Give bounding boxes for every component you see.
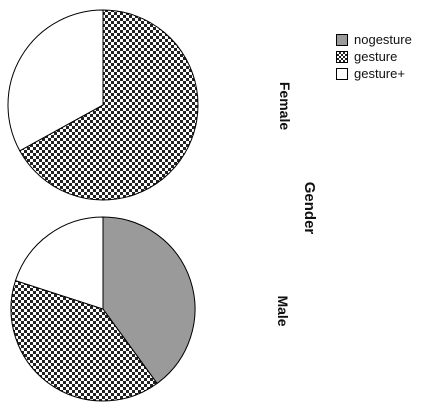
legend: nogesture gesture gesture+ (336, 31, 426, 82)
slice-male-nogesture (102, 216, 196, 385)
legend-swatch-gesture-plus (336, 67, 348, 80)
gender-axis-label: Gender (301, 181, 318, 235)
pie-female (7, 9, 199, 201)
legend-swatch-gesture (336, 50, 348, 63)
male-label: Male (275, 295, 291, 327)
pie-male (10, 216, 196, 402)
slice-male-gesture (10, 279, 158, 402)
legend-label-gesture: gesture (354, 49, 398, 64)
female-label: Female (277, 81, 293, 131)
legend-label-gesture-plus: gesture+ (354, 66, 405, 81)
slice-male-gesture-plus (14, 216, 104, 310)
legend-item-gesture: gesture (336, 48, 426, 65)
slice-female-gesture-plus (7, 9, 104, 152)
legend-item-nogesture: nogesture (336, 31, 426, 48)
legend-swatch-nogesture (336, 33, 348, 46)
slice-female-gesture (19, 9, 199, 201)
legend-item-gesture-plus: gesture+ (336, 65, 426, 82)
legend-label-nogesture: nogesture (354, 32, 412, 47)
